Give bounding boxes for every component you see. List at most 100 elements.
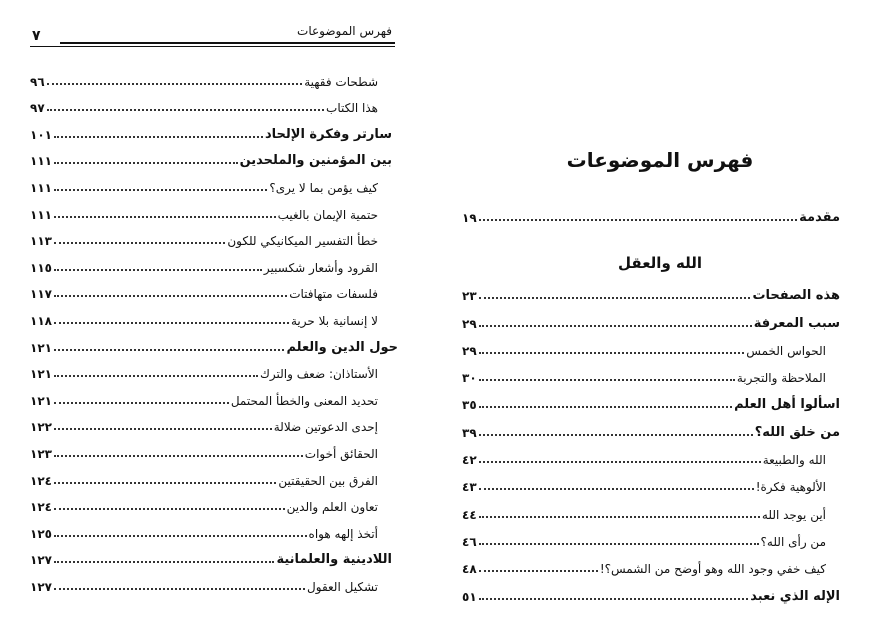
toc-entry-title: تحديد المعنى والخطأ المحتمل	[230, 393, 378, 408]
page-title: فهرس الموضوعات	[566, 148, 754, 172]
toc-entry-page: ٥١	[462, 589, 477, 604]
left-page: فهرس الموضوعات ٧ شطحات فقهية ٩٦ هذا الكتاب…	[30, 24, 398, 594]
right-page: فهرس الموضوعات مقدمة ١٩ الله والعقل هذه …	[440, 0, 880, 640]
leader-dots	[53, 162, 238, 165]
toc-entry: هذه الصفحات ٢٣	[462, 276, 840, 303]
toc-entry-page: ٤٤	[462, 507, 477, 522]
toc-entry-title: شطحات فقهية	[304, 74, 378, 89]
toc-entry-title: سبب المعرفة	[753, 315, 840, 331]
toc-entry: تحديد المعنى والخطأ المحتمل ١٢١	[30, 381, 392, 408]
leader-dots	[53, 295, 288, 298]
toc-entry: الحواس الخمس ٢٩	[462, 331, 840, 358]
toc-entry-title: من خلق الله؟	[754, 424, 840, 440]
leader-dots	[478, 461, 761, 464]
toc-entry-page: ٤٦	[462, 534, 477, 549]
leader-dots	[53, 348, 285, 351]
toc-entry-page: ١١٧	[30, 287, 52, 302]
toc-entry-page: ٣٠	[462, 371, 477, 386]
leader-dots	[53, 401, 229, 404]
toc-entry: أين يوجد الله ٤٤	[462, 494, 840, 522]
toc-entry: اللادينية والعلمانية ١٢٧	[30, 541, 392, 568]
leader-dots	[478, 219, 798, 222]
toc-entry-title: الله والطبيعة	[762, 453, 826, 468]
leader-dots	[478, 324, 752, 327]
toc-entry: حتمية الإيمان بالغيب ١١١	[30, 195, 392, 222]
leader-dots	[478, 515, 760, 518]
toc-entry-page: ١٢٧	[30, 553, 52, 568]
toc-entry-title: اللادينية والعلمانية	[276, 552, 392, 568]
toc-entry: القرود وأشعار شكسبير ١١٥	[30, 248, 392, 275]
leader-dots	[53, 242, 226, 245]
toc-entry: تشكيل العقول ١٢٧	[30, 567, 392, 594]
leader-dots	[53, 321, 289, 324]
toc-entry: سبب المعرفة ٢٩	[462, 303, 840, 331]
toc-entry-title: أتخذ إلهه هواه	[308, 526, 378, 541]
leader-dots	[53, 215, 276, 218]
toc-list: شطحات فقهية ٩٦ هذا الكتاب ٩٧ سارتر وفكرة الإ…	[30, 62, 398, 594]
toc-entry-title: حتمية الإيمان بالغيب	[277, 207, 378, 222]
toc-entry: الملاحظة والتجربة ٣٠	[462, 358, 840, 385]
toc-entry: الله والطبيعة ٤٢	[462, 440, 840, 467]
toc-entry-page: ٢٩	[462, 316, 477, 331]
leader-dots	[53, 454, 303, 457]
toc-entry-title: هذه الصفحات	[752, 288, 840, 304]
toc-entry-page: ١٢٣	[30, 446, 52, 461]
toc-entry: كيف يؤمن بما لا يرى؟ ١١١	[30, 168, 392, 195]
toc-entry-page: ١١١	[30, 207, 52, 222]
leader-dots	[53, 268, 262, 271]
toc-entry-page: ٢٩	[462, 343, 477, 358]
toc-entry-title: الحقائق أخوات	[304, 446, 378, 461]
toc-entry: أتخذ إلهه هواه ١٢٥	[30, 514, 392, 541]
toc-entry: إحدى الدعوتين ضلالة ١٢٢	[30, 408, 392, 435]
page-number: ٧	[32, 28, 41, 44]
toc-entry-title: الحواس الخمس	[746, 343, 826, 358]
toc-entry-page: ٣٩	[462, 425, 477, 440]
toc-entry-page: ١١٣	[30, 234, 52, 249]
toc-entry: اسألوا أهل العلم ٣٥	[462, 385, 840, 412]
toc-entry-page: ١٢١	[30, 393, 52, 408]
toc-entry-page: ١٢١	[30, 340, 52, 355]
leader-dots	[478, 542, 759, 545]
leader-dots	[478, 351, 745, 354]
toc-entry-title: لا إنسانية بلا حرية	[290, 313, 378, 328]
leader-dots	[53, 587, 306, 590]
toc-entry-page: ٩٦	[30, 74, 45, 89]
toc-entry-page: ١٢١	[30, 367, 52, 382]
toc-entry-title: حول الدين والعلم	[286, 339, 398, 355]
toc-entry-page: ١١١	[30, 180, 52, 195]
leader-dots	[53, 534, 307, 537]
leader-dots	[46, 82, 303, 85]
toc-entry-page: ١٢٧	[30, 579, 52, 594]
toc-entry-page: ١١٥	[30, 260, 52, 275]
toc-entry: الحقائق أخوات ١٢٣	[30, 434, 392, 461]
leader-dots	[53, 508, 285, 511]
toc-entry-title: من رأى الله؟	[760, 534, 826, 549]
toc-entry: حول الدين والعلم ١٢١	[30, 328, 398, 355]
toc-entry-page: ٤٨	[462, 562, 477, 577]
leader-dots	[46, 109, 325, 112]
leader-dots	[478, 297, 751, 300]
toc-entry-title: أين يوجد الله	[761, 507, 826, 522]
leader-dots	[478, 597, 749, 600]
leader-dots	[478, 488, 754, 491]
toc-entry: خطأ التفسير الميكانيكي للكون ١١٣	[30, 222, 392, 249]
toc-entry-title: الملاحظة والتجربة	[736, 371, 826, 386]
leader-dots	[53, 428, 272, 431]
toc-entry: من رأى الله؟ ٤٦	[462, 522, 840, 549]
toc-entry-title: اسألوا أهل العلم	[734, 397, 840, 413]
toc-entry: مقدمة ١٩	[462, 198, 840, 225]
toc-entry-title: الفرق بين الحقيقتين	[278, 473, 378, 488]
toc-entry-page: ١٩	[462, 211, 477, 226]
toc-entry: بين المؤمنين والملحدين ١١١	[30, 142, 392, 168]
toc-entry-page: ١٢٤	[30, 473, 52, 488]
leader-dots	[478, 406, 733, 409]
toc-entry-page: ٤٢	[462, 453, 477, 468]
toc-entry-title: إحدى الدعوتين ضلالة	[273, 420, 378, 435]
toc-entry-title: فلسفات متهافتات	[289, 287, 378, 302]
toc-entry-page: ٣٥	[462, 398, 477, 413]
toc-entry: هذا الكتاب ٩٧	[30, 89, 392, 115]
leader-dots	[53, 188, 268, 191]
toc-entry-page: ١٠١	[30, 127, 52, 142]
toc-entry: الفرق بين الحقيقتين ١٢٤	[30, 461, 392, 488]
leader-dots	[478, 433, 753, 436]
